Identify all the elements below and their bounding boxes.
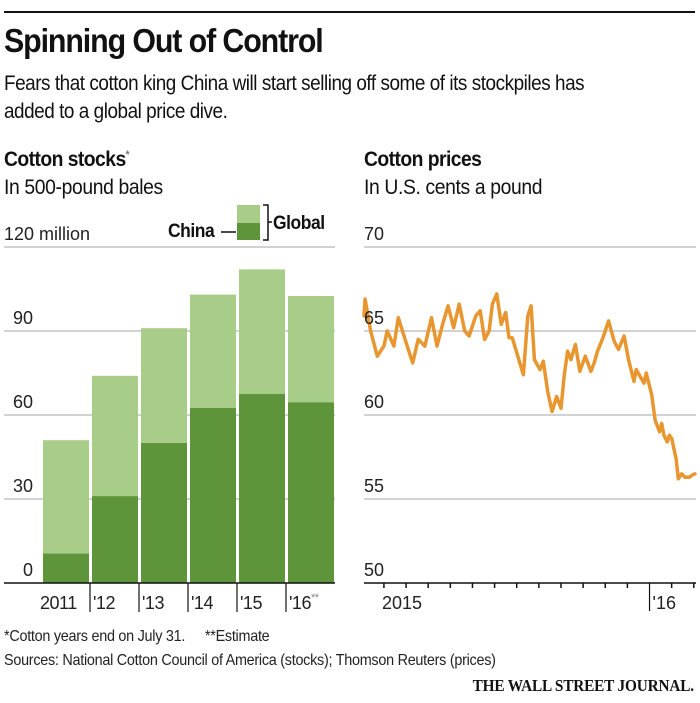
bar-china — [190, 408, 236, 583]
page-title: Spinning Out of Control — [4, 22, 324, 59]
bar-y-tick-label: 30 — [13, 476, 33, 496]
prices-chart-subtitle: In U.S. cents a pound — [364, 176, 543, 199]
bar-x-tick-label: '16** — [289, 592, 320, 613]
price-y-tick-label: 65 — [364, 308, 384, 328]
bar-y-tick-label: 60 — [13, 392, 33, 412]
top-rule — [4, 11, 695, 13]
bar-china — [92, 496, 138, 583]
price-x-tick-label: '16 — [653, 593, 676, 613]
stocks-chart-subtitle: In 500-pound bales — [4, 176, 163, 199]
legend-global-bracket — [263, 204, 272, 241]
bar-x-tick-label: '14 — [191, 593, 213, 613]
bar-x-tick-label: '13 — [142, 593, 164, 613]
price-line — [362, 292, 697, 481]
stocks-chart-title: Cotton stocks* — [4, 148, 130, 172]
bar-y-tick-label: 0 — [23, 560, 33, 580]
sources-note: Sources: National Cotton Council of Amer… — [4, 652, 496, 669]
publisher-credit: THE WALL STREET JOURNAL. — [472, 676, 694, 695]
bar-china — [239, 394, 285, 583]
price-y-tick-label: 50 — [364, 560, 384, 580]
legend-china-label: China — [168, 221, 215, 242]
estimate-note: **Estimate — [204, 628, 270, 645]
price-y-tick-label: 70 — [364, 224, 384, 244]
price-x-tick-label: 2015 — [382, 593, 422, 613]
bar-china — [141, 443, 187, 583]
estimate-marker: ** — [311, 592, 320, 604]
stocks-title-text: Cotton stocks — [4, 148, 126, 171]
page-subtitle: Fears that cotton king China will start … — [4, 72, 585, 123]
bar-china — [288, 402, 334, 583]
bar-x-tick-label: 2011 — [40, 593, 77, 613]
stocks-title-marker: * — [125, 149, 130, 161]
cotton-year-note: *Cotton years end on July 31. — [4, 628, 186, 645]
prices-chart-title: Cotton prices — [364, 148, 482, 171]
price-y-tick-label: 60 — [364, 392, 384, 412]
bar-x-tick-label: '15 — [240, 593, 262, 613]
legend-global-swatch — [237, 205, 260, 223]
legend-china-swatch — [237, 223, 260, 240]
footnote: *Cotton years end on July 31. **Estimate — [4, 628, 270, 646]
bar-china — [43, 553, 89, 583]
bar-x-tick-label: '12 — [93, 593, 115, 613]
bar-y-tick-label: 90 — [13, 308, 33, 328]
price-y-tick-label: 55 — [364, 476, 384, 496]
bar-y-tick-label: 120 million — [4, 224, 90, 244]
legend-global-label: Global — [273, 213, 325, 234]
